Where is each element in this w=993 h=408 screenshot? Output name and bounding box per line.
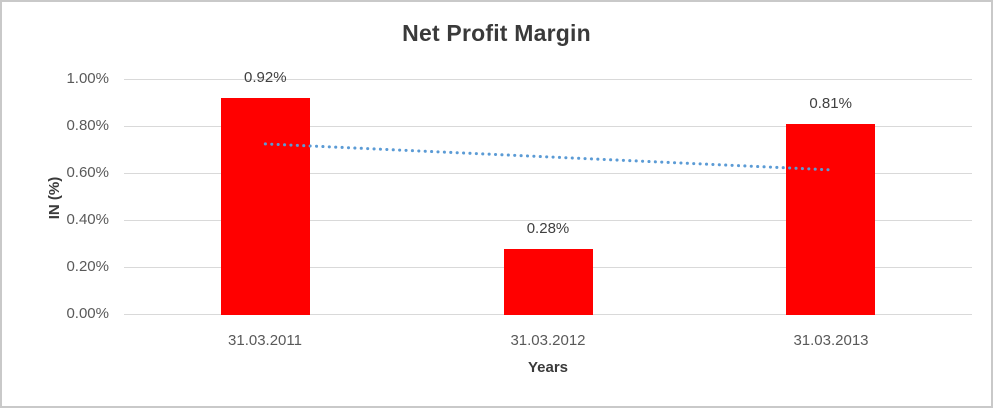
x-tick-label-2013: 31.03.2013 bbox=[793, 332, 869, 349]
x-tick-label-2012: 31.03.2012 bbox=[510, 332, 586, 349]
x-axis-title: Years bbox=[527, 359, 569, 376]
gridline bbox=[124, 79, 972, 80]
gridline bbox=[124, 173, 972, 174]
gridline bbox=[124, 220, 972, 221]
chart-title: Net Profit Margin bbox=[402, 20, 591, 46]
y-tick-label: 1.00% bbox=[66, 70, 109, 87]
y-tick-label: 0.80% bbox=[66, 117, 109, 134]
data-label-2011: 0.92% bbox=[244, 68, 287, 86]
y-axis-title: IN (%) bbox=[46, 176, 63, 220]
y-tick-label: 0.60% bbox=[66, 164, 109, 181]
plot-area: 0.92% 0.28% 0.81% bbox=[124, 69, 972, 315]
bar-2012 bbox=[503, 248, 593, 315]
y-tick-label: 0.40% bbox=[66, 211, 109, 228]
linear-trendline bbox=[263, 142, 833, 172]
x-tick-label-2011: 31.03.2011 bbox=[228, 332, 302, 349]
y-tick-label: 0.00% bbox=[66, 305, 109, 322]
data-label-2013: 0.81% bbox=[809, 94, 852, 112]
gridline bbox=[124, 126, 972, 127]
data-label-2012: 0.28% bbox=[526, 219, 570, 237]
y-tick-label: 0.20% bbox=[66, 258, 109, 275]
bar-2011 bbox=[220, 97, 310, 315]
bar-2013 bbox=[786, 123, 876, 315]
